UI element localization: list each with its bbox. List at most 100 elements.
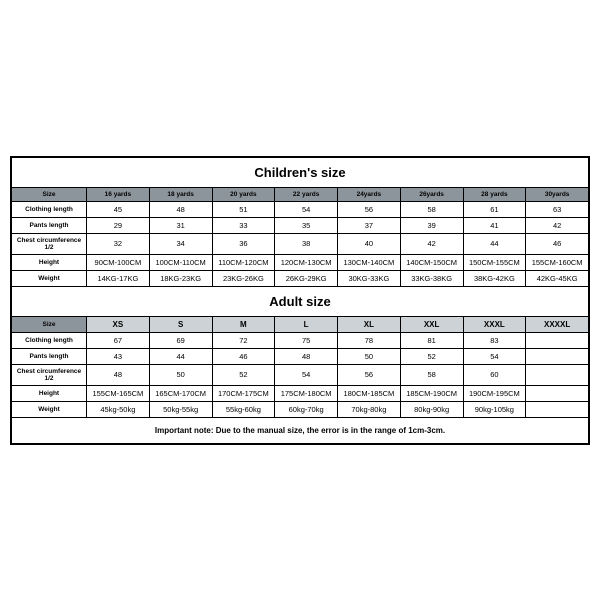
cell: 46 [212,348,275,364]
header-cell: XL [338,316,401,332]
children-header-row: Size 16 yards 18 yards 20 yards 22 yards… [12,187,589,201]
cell: 30KG-33KG [338,270,401,286]
cell [526,364,589,385]
cell: 90CM-100CM [87,254,150,270]
cell: 18KG-23KG [149,270,212,286]
cell: 61 [463,201,526,217]
cell: 48 [275,348,338,364]
cell: 69 [149,332,212,348]
header-cell: Size [12,187,87,201]
cell: 56 [338,201,401,217]
cell: 48 [149,201,212,217]
header-cell: S [149,316,212,332]
cell: 34 [149,233,212,254]
header-cell: 30yards [526,187,589,201]
cell: 155CM-165CM [87,385,150,401]
table-row: Height 155CM-165CM 165CM-170CM 170CM-175… [12,385,589,401]
header-cell: XXXL [463,316,526,332]
cell: 29 [87,217,150,233]
table-row: Weight 14KG-17KG 18KG-23KG 23KG-26KG 26K… [12,270,589,286]
cell: 42 [400,233,463,254]
table-row: Height 90CM-100CM 100CM-110CM 110CM-120C… [12,254,589,270]
cell [526,348,589,364]
cell: 23KG-26KG [212,270,275,286]
row-label: Clothing length [12,332,87,348]
cell: 110CM-120CM [212,254,275,270]
cell: 33KG-38KG [400,270,463,286]
children-title: Children's size [12,157,589,187]
cell: 38KG-42KG [463,270,526,286]
cell: 50 [149,364,212,385]
cell: 38 [275,233,338,254]
cell: 26KG-29KG [275,270,338,286]
cell: 60 [463,364,526,385]
cell: 54 [275,201,338,217]
adult-title: Adult size [12,286,589,316]
cell: 54 [463,348,526,364]
cell: 37 [338,217,401,233]
cell: 14KG-17KG [87,270,150,286]
header-cell: XS [87,316,150,332]
table-row: Chest circumference 1/2 32 34 36 38 40 4… [12,233,589,254]
cell: 46 [526,233,589,254]
cell: 67 [87,332,150,348]
header-cell: L [275,316,338,332]
cell: 180CM-185CM [338,385,401,401]
cell: 50kg-55kg [149,401,212,417]
row-label: Height [12,254,87,270]
cell [526,385,589,401]
cell: 185CM-190CM [400,385,463,401]
row-label: Clothing length [12,201,87,217]
header-cell: 26yards [400,187,463,201]
size-table: Children's size Size 16 yards 18 yards 2… [11,157,589,444]
cell: 78 [338,332,401,348]
cell: 32 [87,233,150,254]
cell: 81 [400,332,463,348]
cell: 140CM-150CM [400,254,463,270]
cell [526,401,589,417]
cell: 80kg-90kg [400,401,463,417]
cell: 75 [275,332,338,348]
cell: 100CM-110CM [149,254,212,270]
row-label: Weight [12,270,87,286]
table-row: Pants length 29 31 33 35 37 39 41 42 [12,217,589,233]
cell: 50 [338,348,401,364]
cell: 58 [400,364,463,385]
header-cell: 16 yards [87,187,150,201]
header-cell: XXXXL [526,316,589,332]
header-cell: M [212,316,275,332]
row-label: Pants length [12,348,87,364]
cell: 42KG-45KG [526,270,589,286]
table-row: Pants length 43 44 46 48 50 52 54 [12,348,589,364]
cell: 40 [338,233,401,254]
cell: 43 [87,348,150,364]
cell: 52 [400,348,463,364]
cell: 63 [526,201,589,217]
header-cell: XXL [400,316,463,332]
cell: 45 [87,201,150,217]
cell: 56 [338,364,401,385]
cell: 36 [212,233,275,254]
cell [526,332,589,348]
header-cell: 22 yards [275,187,338,201]
cell: 39 [400,217,463,233]
table-row: Chest circumference 1/2 48 50 52 54 56 5… [12,364,589,385]
cell: 45kg-50kg [87,401,150,417]
cell: 41 [463,217,526,233]
row-label: Chest circumference 1/2 [12,364,87,385]
table-row: Clothing length 45 48 51 54 56 58 61 63 [12,201,589,217]
cell: 150CM-155CM [463,254,526,270]
cell: 52 [212,364,275,385]
cell: 170CM-175CM [212,385,275,401]
cell: 35 [275,217,338,233]
cell: 33 [212,217,275,233]
cell: 55kg-60kg [212,401,275,417]
row-label: Chest circumference 1/2 [12,233,87,254]
important-note: Important note: Due to the manual size, … [12,417,589,443]
cell: 54 [275,364,338,385]
table-row: Weight 45kg-50kg 50kg-55kg 55kg-60kg 60k… [12,401,589,417]
adult-header-row: Size XS S M L XL XXL XXXL XXXXL [12,316,589,332]
row-label: Height [12,385,87,401]
header-cell: 18 yards [149,187,212,201]
header-cell: Size [12,316,87,332]
